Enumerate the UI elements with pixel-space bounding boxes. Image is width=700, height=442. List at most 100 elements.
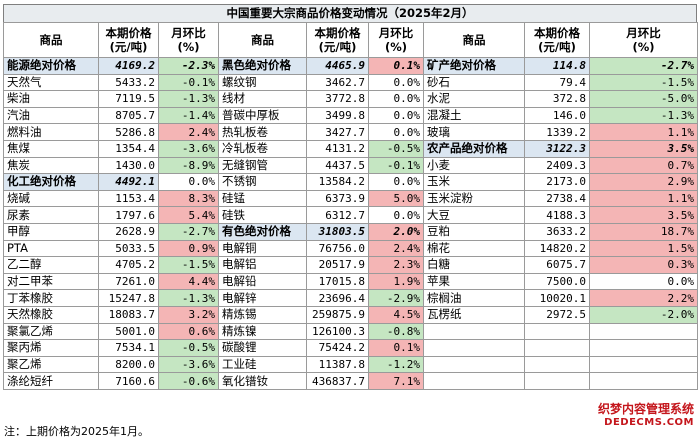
- commodity-change: 0.0%: [368, 73, 424, 92]
- commodity-price: 3122.3: [524, 139, 590, 158]
- commodity-change: 0.0%: [368, 123, 424, 141]
- commodity-price: 2409.3: [524, 156, 590, 175]
- commodity-price: 7119.5: [98, 90, 159, 108]
- commodity-change: -3.6%: [158, 355, 219, 374]
- commodity-price: 1153.4: [98, 189, 159, 208]
- commodity-change: 2.0%: [368, 222, 424, 241]
- commodity-price: 20517.9: [306, 256, 369, 274]
- commodity-price: 7534.1: [98, 339, 159, 357]
- commodity-name: 小麦: [423, 156, 525, 175]
- commodity-change: -1.3%: [589, 106, 698, 125]
- commodity-change: 1.5%: [589, 239, 698, 258]
- header-price-label: 本期价格: [534, 26, 580, 40]
- table-row: 丁苯橡胶 15247.8 -1.3% 电解锌 23696.4 -2.9% 棕榈油 10020.…: [3, 289, 698, 307]
- commodity-change: -3.6%: [158, 139, 219, 158]
- commodity-change: -2.7%: [589, 57, 698, 75]
- commodity-name: 丁苯橡胶: [3, 289, 99, 307]
- commodity-name: 苹果: [423, 272, 525, 291]
- commodity-name: 玉米淀粉: [423, 189, 525, 208]
- commodity-price: 436837.7: [306, 372, 369, 390]
- commodity-name: 天然橡胶: [3, 305, 99, 324]
- commodity-name: 棕榈油: [423, 289, 525, 307]
- header-change-2: 月环比 (%): [368, 22, 424, 58]
- commodity-change: -8.9%: [158, 156, 219, 175]
- commodity-price: 5033.5: [98, 239, 159, 258]
- commodity-price: 10020.1: [524, 289, 590, 307]
- commodity-price: 14820.2: [524, 239, 590, 258]
- commodity-price: 2628.9: [98, 222, 159, 241]
- commodity-change: [589, 372, 698, 390]
- header-commodity-2: 商品: [218, 22, 307, 58]
- table-row: 天然橡胶 18083.7 3.2% 精炼锡 259875.9 4.5% 瓦楞纸 2972.5-…: [3, 305, 698, 324]
- commodity-name: 电解锌: [218, 289, 307, 307]
- commodity-price: 11387.8: [306, 355, 369, 374]
- commodity-price: 31803.5: [306, 222, 369, 241]
- header-price-2: 本期价格 (元/吨): [306, 22, 369, 58]
- header-price-label: 本期价格: [105, 26, 152, 40]
- commodity-change: -1.5%: [158, 256, 219, 274]
- commodity-price: [524, 339, 590, 357]
- commodity-name: 矿产绝对价格: [423, 57, 525, 75]
- header-price-unit: (元/吨): [538, 40, 576, 54]
- commodity-change: 2.9%: [589, 173, 698, 191]
- table-row: 聚丙烯 7534.1 -0.5% 碳酸锂 75424.2 0.1%: [3, 339, 698, 357]
- header-price-unit: (元/吨): [318, 40, 357, 54]
- commodity-name: 黑色绝对价格: [218, 57, 307, 75]
- commodity-name: 聚丙烯: [3, 339, 99, 357]
- commodity-name: 大豆: [423, 206, 525, 224]
- commodity-change: -2.0%: [589, 305, 698, 324]
- commodity-price: 17015.8: [306, 272, 369, 291]
- commodity-price: 372.8: [524, 90, 590, 108]
- header-commodity-3: 商品: [423, 22, 525, 58]
- commodity-price: 3427.7: [306, 123, 369, 141]
- commodity-name: 燃料油: [3, 123, 99, 141]
- commodity-change: 2.4%: [158, 123, 219, 141]
- header-change-unit: (%): [384, 40, 408, 54]
- commodity-change: 3.2%: [158, 305, 219, 324]
- commodity-change: -0.8%: [368, 322, 424, 341]
- commodity-name: 烧碱: [3, 189, 99, 208]
- header-change-unit: (%): [632, 40, 655, 54]
- commodity-change: 0.0%: [158, 173, 219, 191]
- commodity-change: [589, 322, 698, 341]
- commodity-change: 2.2%: [589, 289, 698, 307]
- table-row: 化工绝对价格 4492.1 0.0% 不锈钢 13584.2 0.0% 玉米 2173.0 2.…: [3, 173, 698, 191]
- commodity-name: 无缝钢管: [218, 156, 307, 175]
- commodity-change: 0.3%: [589, 256, 698, 274]
- commodity-change: 0.0%: [368, 206, 424, 224]
- commodity-name: 有色绝对价格: [218, 222, 307, 241]
- commodity-price: 18083.7: [98, 305, 159, 324]
- commodity-price: 1797.6: [98, 206, 159, 224]
- commodity-name: 玉米: [423, 173, 525, 191]
- commodity-change: 0.0%: [589, 272, 698, 291]
- commodity-price: [524, 372, 590, 390]
- table-row: 聚乙烯 8200.0 -3.6% 工业硅 11387.8 -1.2%: [3, 355, 698, 374]
- commodity-price: 4492.1: [98, 173, 159, 191]
- commodity-price: 146.0: [524, 106, 590, 125]
- commodity-price: 15247.8: [98, 289, 159, 307]
- commodity-change: [589, 339, 698, 357]
- price-table: 商品 本期价格 (元/吨) 月环比 (%) 商品 本期价格 (元/吨) 月环比 (%) …: [3, 22, 698, 390]
- commodity-price: 6312.7: [306, 206, 369, 224]
- commodity-change: 2.3%: [368, 256, 424, 274]
- commodity-change: 4.4%: [158, 272, 219, 291]
- commodity-price: 23696.4: [306, 289, 369, 307]
- commodity-name: 电解铅: [218, 272, 307, 291]
- commodity-price: 75424.2: [306, 339, 369, 357]
- commodity-name: 涤纶短纤: [3, 372, 99, 390]
- commodity-price: [524, 355, 590, 374]
- commodity-change: -0.5%: [158, 339, 219, 357]
- table-row: 焦煤 1354.4 -3.6% 冷轧板卷 4131.2 -0.5% 农产品绝对价格 3122.…: [3, 139, 698, 158]
- commodity-change: 4.5%: [368, 305, 424, 324]
- commodity-price: 1339.2: [524, 123, 590, 141]
- header-change-unit: (%): [177, 40, 200, 54]
- commodity-change: -2.7%: [158, 222, 219, 241]
- commodity-name: 热轧板卷: [218, 123, 307, 141]
- table-title: 中国重要大宗商品价格变动情况（2025年2月）: [3, 4, 697, 22]
- commodity-price: 76756.0: [306, 239, 369, 258]
- commodity-change: -1.4%: [158, 106, 219, 125]
- commodity-price: 5286.8: [98, 123, 159, 141]
- table-row: 甲醇 2628.9 -2.7% 有色绝对价格 31803.5 2.0% 豆粕 3633.2 18…: [3, 222, 698, 241]
- commodity-name: 白糖: [423, 256, 525, 274]
- commodity-price: 3499.8: [306, 106, 369, 125]
